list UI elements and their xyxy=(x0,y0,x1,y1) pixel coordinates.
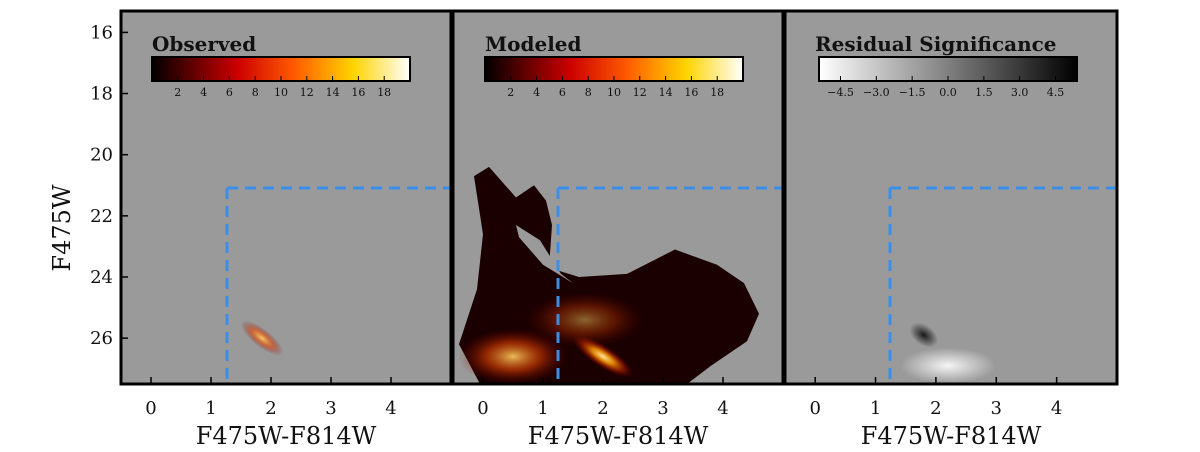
x-tick-label: 4 xyxy=(385,398,396,419)
panel-observed-colorbar-ticks: 2 4 6 8 10 12 14 16 18 xyxy=(174,76,391,99)
panel-modeled-x-label: F475W-F814W xyxy=(528,422,709,450)
panel-residual-marks xyxy=(899,322,996,384)
x-tick-label: 4 xyxy=(717,398,728,419)
colorbar-tick-label: 10 xyxy=(274,86,288,99)
panel-observed-x-label: F475W-F814W xyxy=(196,422,377,450)
colorbar-tick-label: −4.5 xyxy=(827,86,854,99)
colorbar-tick-label: 3.0 xyxy=(1011,86,1029,99)
panel-observed-y-label: F475W xyxy=(48,184,76,271)
y-tick-label: 20 xyxy=(90,145,113,166)
panel-residual-x-label: F475W-F814W xyxy=(861,422,1042,450)
colorbar-tick-label: 4.5 xyxy=(1047,86,1065,99)
y-tick-label: 16 xyxy=(90,22,113,43)
panel-modeled-colorbar-ticks: 2 4 6 8 10 12 14 16 18 xyxy=(507,76,724,99)
colorbar-tick-label: 18 xyxy=(710,86,724,99)
x-tick-label: 0 xyxy=(145,398,156,419)
x-tick-label: 0 xyxy=(809,398,820,419)
panel-residual-colorbar: −4.5 −3.0 −1.5 0.0 1.5 3.0 4.5 xyxy=(818,56,1078,99)
x-tick-label: 4 xyxy=(1051,398,1062,419)
colorbar-tick-label: 14 xyxy=(326,86,340,99)
colorbar-tick-label: 10 xyxy=(607,86,621,99)
colorbar-tick-label: 2 xyxy=(174,86,181,99)
x-tick-label: 1 xyxy=(205,398,216,419)
x-tick-label: 3 xyxy=(657,398,668,419)
panel-modeled-colorbar: 2 4 6 8 10 12 14 16 18 xyxy=(484,56,744,99)
y-tick-label: 24 xyxy=(90,267,113,288)
residual-positive-glow xyxy=(899,347,996,384)
colorbar-tick-label: 0.0 xyxy=(939,86,957,99)
residual-negative-glow xyxy=(909,322,939,348)
panel-modeled-x-ticks: 0 1 2 3 4 xyxy=(477,377,729,419)
colorbar-tick-label: 8 xyxy=(585,86,592,99)
x-tick-label: 3 xyxy=(325,398,336,419)
colorbar-tick-label: 16 xyxy=(684,86,698,99)
panel-modeled-marks xyxy=(458,166,759,384)
colorbar-tick-label: −3.0 xyxy=(863,86,890,99)
panel-residual-frame xyxy=(783,9,1119,386)
colorbar-tick-label: 1.5 xyxy=(975,86,993,99)
colorbar-tick-label: 12 xyxy=(633,86,647,99)
colorbar-tick-label: 14 xyxy=(659,86,673,99)
panel-modeled-frame xyxy=(451,9,785,386)
colorbar-tick-label: 6 xyxy=(226,86,233,99)
panel-residual-colorbar-ticks: −4.5 −3.0 −1.5 0.0 1.5 3.0 4.5 xyxy=(827,76,1064,99)
x-tick-label: 0 xyxy=(477,398,488,419)
colorbar-tick-label: −1.5 xyxy=(899,86,926,99)
y-tick-label: 18 xyxy=(90,84,113,105)
colorbar-tick-label: 8 xyxy=(252,86,259,99)
x-tick-label: 3 xyxy=(991,398,1002,419)
panel-observed-x-ticks: 0 1 2 3 4 xyxy=(145,377,397,419)
model-gap-region xyxy=(516,225,573,284)
panel-residual: −4.5 −3.0 −1.5 0.0 1.5 3.0 4.5 Residual Signif… xyxy=(783,9,1119,450)
x-tick-label: 1 xyxy=(870,398,881,419)
panel-modeled-title: Modeled xyxy=(485,32,582,56)
y-tick-label: 26 xyxy=(90,328,113,349)
x-tick-label: 2 xyxy=(930,398,941,419)
colorbar-tick-label: 4 xyxy=(200,86,207,99)
x-tick-label: 1 xyxy=(537,398,548,419)
panel-observed-title: Observed xyxy=(152,32,256,56)
observed-clump-glow xyxy=(240,320,284,356)
colorbar-tick-label: 2 xyxy=(507,86,514,99)
panel-observed-marks xyxy=(240,320,284,356)
panel-observed-y-ticks: 16 18 20 22 24 26 xyxy=(90,22,128,349)
colorbar-tick-label: 6 xyxy=(559,86,566,99)
panel-residual-x-ticks: 0 1 2 3 4 xyxy=(809,377,1062,419)
panel-observed-colorbar: 2 4 6 8 10 12 14 16 18 xyxy=(151,56,411,99)
panel-residual-title: Residual Significance xyxy=(815,32,1057,56)
x-tick-label: 2 xyxy=(597,398,608,419)
colorbar-tick-label: 16 xyxy=(351,86,365,99)
panel-observed-frame xyxy=(119,9,453,386)
colorbar-tick-label: 12 xyxy=(300,86,314,99)
x-tick-label: 2 xyxy=(265,398,276,419)
model-ms-glow xyxy=(458,328,568,384)
y-tick-label: 22 xyxy=(90,206,113,227)
colorbar-tick-label: 4 xyxy=(533,86,540,99)
colorbar-tick-label: 18 xyxy=(377,86,391,99)
model-rgb-glow xyxy=(525,291,645,348)
